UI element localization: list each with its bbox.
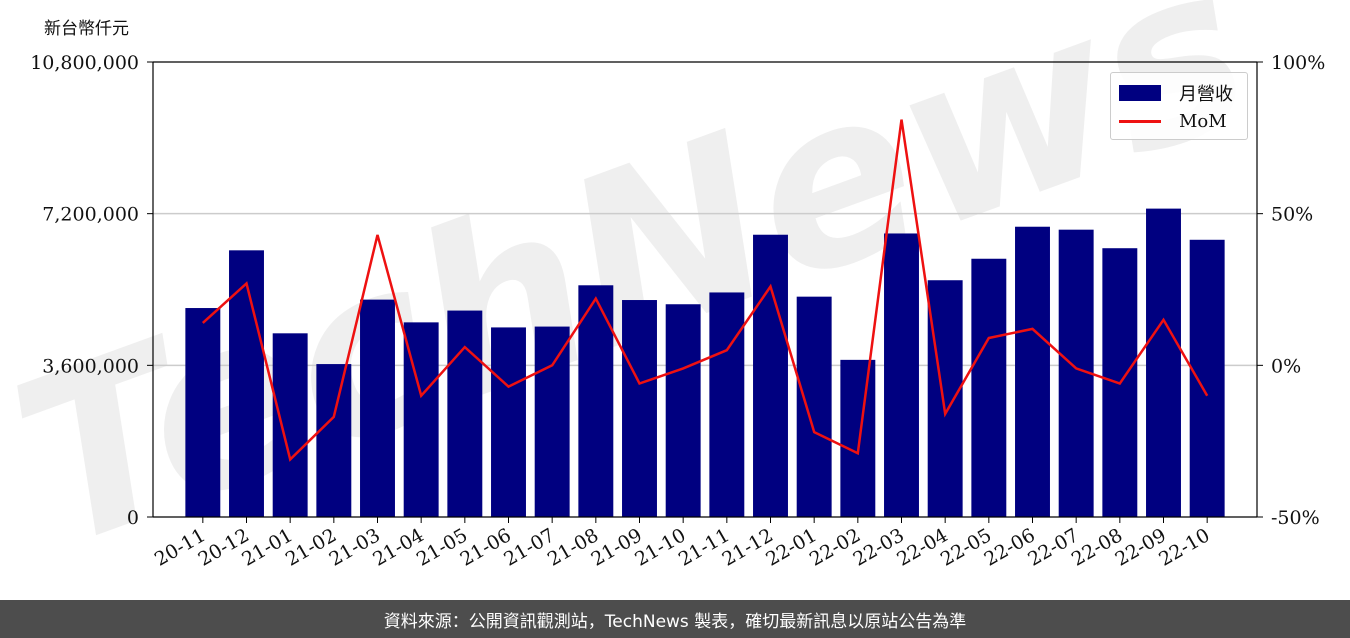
source-footer: 資料來源：公開資訊觀測站，TechNews 製表，確切最新訊息以原站公告為準 [0,600,1350,638]
left-tick-label: 10,800,000 [30,52,139,74]
legend-label-mom: MoM [1179,110,1227,132]
chart-area: TechNews 0 3,600,000 7,200,000 10,800,000 -50… [0,0,1325,600]
footer-text: 資料來源：公開資訊觀測站，TechNews 製表，確切最新訊息以原站公告為準 [383,611,967,632]
bar-revenue-21-05 [447,310,483,517]
left-tick-label: 0 [127,507,139,529]
bar-revenue-20-12 [229,250,264,517]
legend: 月營收 MoM [1110,72,1248,140]
right-tick-label: 100% [1271,52,1325,74]
bar-revenue-22-03 [884,233,919,517]
bar-revenue-21-06 [491,327,526,517]
bar-revenue-22-05 [971,258,1007,517]
bar-revenue-22-01 [796,296,832,517]
chart-svg: TechNews03,600,0007,200,00010,800,000-50… [0,0,1325,600]
bar-revenue-22-04 [927,280,963,517]
legend-item-mom: MoM [1119,109,1227,133]
bar-revenue-20-11 [185,308,221,517]
bar-revenue-21-11 [709,292,745,517]
right-tick-label: 0% [1271,355,1301,377]
x-tick-label-22-10: 22-10 [1155,524,1213,570]
left-tick-label: 7,200,000 [42,204,139,226]
bar-revenue-22-02 [840,359,876,517]
legend-line-swatch [1119,119,1161,123]
legend-bar-swatch [1119,85,1161,101]
legend-label-revenue: 月營收 [1179,84,1233,105]
left-tick-label: 3,600,000 [42,355,139,377]
right-tick-label: 50% [1271,204,1313,226]
legend-item-revenue: 月營收 [1119,81,1233,105]
mom-line [201,119,1209,462]
y-axis-unit-label: 新台幣仟元 [44,19,129,39]
bar-revenue-21-12 [753,234,788,517]
bar-revenue-21-02 [316,364,352,517]
bar-revenue-21-07 [534,326,570,517]
bar-revenue-22-06 [1015,226,1050,517]
bar-revenue-21-10 [665,304,701,517]
bar-revenue-21-09 [622,300,657,517]
bar-revenue-22-10 [1189,239,1225,517]
right-tick-label: -50% [1271,507,1320,529]
bar-revenue-22-09 [1146,208,1181,517]
bar-revenue-21-03 [360,299,395,517]
bar-revenue-21-01 [272,333,308,517]
